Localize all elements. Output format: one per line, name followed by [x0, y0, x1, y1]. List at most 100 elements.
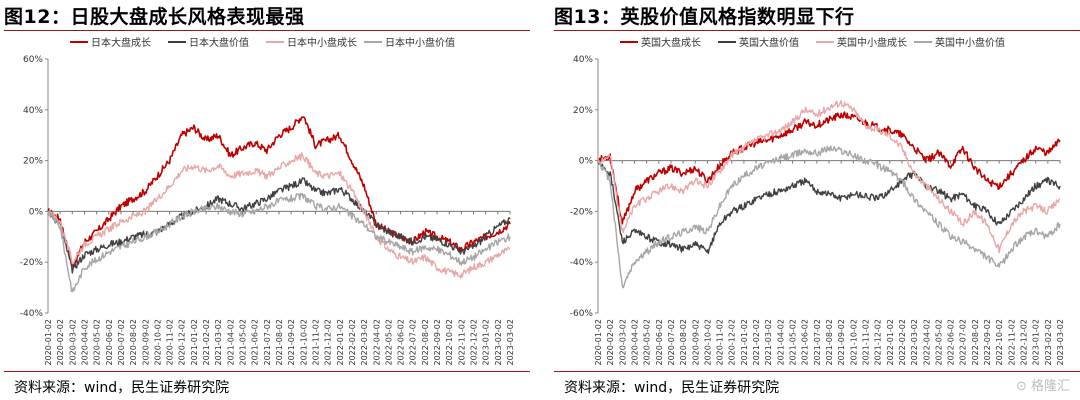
x-tick-label: 2022-03-02	[910, 319, 919, 366]
series-line	[47, 192, 511, 293]
y-tick-label: 0%	[29, 207, 44, 217]
x-tick-label: 2021-07-02	[263, 319, 272, 366]
x-tick-label: 2020-01-02	[44, 319, 53, 366]
source-note: 资料来源：wind，民生证券研究院	[564, 380, 780, 396]
y-tick-label: -40%	[20, 309, 44, 319]
legend-label: 日本中小盘成长	[287, 36, 357, 49]
x-tick-label: 2021-07-02	[813, 319, 822, 366]
x-tick-label: 2023-02-02	[1044, 319, 1053, 366]
x-tick-label: 2021-11-02	[311, 319, 320, 366]
x-tick-label: 2021-04-02	[776, 319, 785, 366]
chart-panel-japan: 图12：日股大盘成长风格表现最强 日本大盘成长 日本大盘价值 日本中小盘成长 日本中小…	[0, 0, 530, 400]
x-tick-label: 2020-10-02	[703, 319, 712, 366]
x-tick-label: 2022-04-02	[922, 319, 931, 366]
y-tick-label: 60%	[23, 55, 43, 65]
x-tick-label: 2022-12-02	[470, 319, 479, 366]
x-tick-label: 2022-10-02	[445, 319, 454, 366]
x-tick-label: 2021-12-02	[324, 319, 333, 366]
x-tick-label: 2021-08-02	[275, 319, 284, 366]
legend-item: 英国大盘成长	[620, 36, 701, 49]
series-line	[47, 177, 511, 274]
legend-item: 英国大盘价值	[718, 36, 799, 49]
y-tick-label: -60%	[570, 309, 594, 319]
x-tick-label: 2022-01-02	[886, 319, 895, 366]
legend-item: 英国中小盘成长	[816, 36, 907, 49]
x-tick-label: 2023-01-02	[482, 319, 491, 366]
legend-label: 英国大盘价值	[739, 36, 799, 49]
x-tick-label: 2023-03-02	[1056, 319, 1065, 366]
chart-legend: 英国大盘成长 英国大盘价值 英国中小盘成长 英国中小盘价值	[620, 36, 1005, 49]
chart-panel-uk: 图13：英股价值风格指数明显下行 英国大盘成长 英国大盘价值 英国中小盘成长 英国中小…	[550, 0, 1080, 400]
x-tick-label: 2021-06-02	[251, 319, 260, 366]
y-tick-label: 20%	[23, 157, 43, 167]
x-tick-label: 2021-10-02	[849, 319, 858, 366]
x-tick-label: 2021-09-02	[287, 319, 296, 366]
x-tick-label: 2022-04-02	[372, 319, 381, 366]
x-tick-label: 2022-05-02	[934, 319, 943, 366]
x-tick-label: 2022-05-02	[384, 319, 393, 366]
x-tick-label: 2020-11-02	[716, 319, 725, 366]
x-tick-label: 2022-07-02	[959, 319, 968, 366]
x-tick-label: 2022-07-02	[409, 319, 418, 366]
legend-item: 日本大盘成长	[70, 36, 151, 49]
chart-title: 图12：日股大盘成长风格表现最强	[4, 6, 305, 28]
legend-item: 日本中小盘成长	[266, 36, 357, 49]
x-tick-label: 2020-04-02	[80, 319, 89, 366]
x-tick-label: 2020-07-02	[117, 319, 126, 366]
series-line	[597, 111, 1061, 225]
x-tick-label: 2021-03-02	[764, 319, 773, 366]
legend-label: 日本中小盘价值	[385, 36, 455, 49]
line-chart: 日本大盘成长 日本大盘价值 日本中小盘成长 日本中小盘价值 60% 40% 20% 0% -20…	[20, 36, 515, 366]
x-tick-label: 2020-09-02	[141, 319, 150, 366]
x-tick-label: 2022-02-02	[348, 319, 357, 366]
legend-label: 英国中小盘价值	[935, 36, 1005, 49]
x-tick-label: 2022-08-02	[971, 319, 980, 366]
x-tick-label: 2022-09-02	[433, 319, 442, 366]
x-tick-label: 2021-08-02	[825, 319, 834, 366]
y-tick-label: 20%	[573, 106, 593, 116]
x-tick-label: 2021-06-02	[801, 319, 810, 366]
x-tick-label: 2022-10-02	[995, 319, 1004, 366]
x-tick-label: 2020-03-02	[68, 319, 77, 366]
x-tick-label: 2020-12-02	[178, 319, 187, 366]
legend-item: 英国中小盘价值	[914, 36, 1005, 49]
x-tick-label: 2020-08-02	[679, 319, 688, 366]
x-tick-label: 2020-02-02	[606, 319, 615, 366]
series-line	[597, 160, 1061, 255]
title-rule	[4, 30, 530, 31]
x-tick-label: 2020-11-02	[166, 319, 175, 366]
y-tick-label: 40%	[23, 106, 43, 116]
x-tick-label: 2020-08-02	[129, 319, 138, 366]
series-line	[47, 116, 511, 268]
x-tick-label: 2022-08-02	[421, 319, 430, 366]
y-tick-label: -20%	[570, 207, 594, 217]
x-tick-label: 2022-12-02	[1020, 319, 1029, 366]
x-tick-label: 2020-09-02	[691, 319, 700, 366]
y-tick-label: -40%	[570, 258, 594, 268]
source-rule	[554, 371, 1080, 372]
y-tick-label: 0%	[579, 157, 594, 167]
x-tick-label: 2022-09-02	[983, 319, 992, 366]
x-tick-label: 2020-06-02	[105, 319, 114, 366]
x-tick-label: 2021-03-02	[214, 319, 223, 366]
legend-label: 英国中小盘成长	[837, 36, 907, 49]
x-tick-label: 2021-05-02	[789, 319, 798, 366]
line-chart: 英国大盘成长 英国大盘价值 英国中小盘成长 英国中小盘价值 40% 20% 0% -20% -4…	[570, 36, 1065, 366]
source-rule	[4, 371, 530, 372]
x-tick-label: 2021-04-02	[226, 319, 235, 366]
series-line	[597, 99, 1061, 254]
x-tick-label: 2021-01-02	[190, 319, 199, 366]
x-tick-label: 2020-02-02	[56, 319, 65, 366]
legend-label: 英国大盘成长	[641, 36, 701, 49]
legend-label: 日本大盘成长	[91, 36, 151, 49]
legend-label: 日本大盘价值	[189, 36, 249, 49]
x-tick-label: 2021-12-02	[874, 319, 883, 366]
x-tick-label: 2020-05-02	[643, 319, 652, 366]
x-tick-label: 2021-01-02	[740, 319, 749, 366]
x-tick-label: 2020-12-02	[728, 319, 737, 366]
x-tick-label: 2022-11-02	[1007, 319, 1016, 366]
x-tick-label: 2020-01-02	[594, 319, 603, 366]
title-rule	[554, 30, 1080, 31]
chart-title: 图13：英股价值风格指数明显下行	[554, 6, 855, 28]
series-line	[597, 145, 1061, 289]
